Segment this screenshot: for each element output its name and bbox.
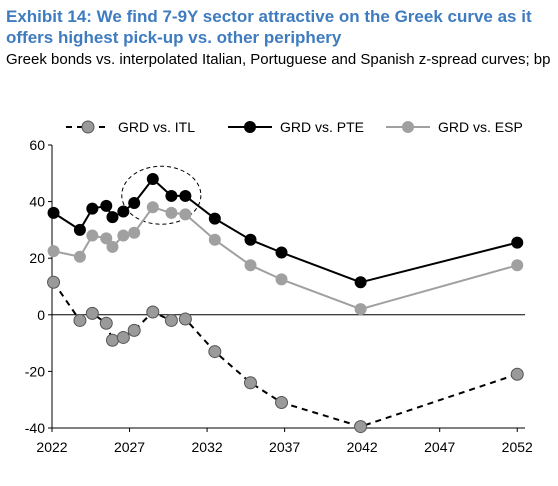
data-point-series-2 — [128, 226, 141, 239]
data-point-series-2 — [47, 245, 60, 258]
data-point-series-0 — [99, 316, 113, 330]
data-point-series-2 — [275, 273, 288, 286]
data-point-series-0 — [244, 376, 258, 390]
x-tick-label: 2037 — [269, 439, 300, 455]
data-point-series-0 — [354, 420, 368, 434]
legend-label-0: GRD vs. ITL — [118, 119, 195, 135]
y-tick-label: -40 — [25, 420, 45, 436]
data-point-series-0 — [73, 313, 87, 327]
data-point-series-0 — [116, 330, 130, 344]
y-tick-label: 40 — [29, 194, 45, 210]
data-point-series-2 — [511, 259, 524, 272]
data-point-series-0 — [178, 312, 192, 326]
legend-label-2: GRD vs. ESP — [438, 119, 523, 135]
data-point-series-2 — [73, 250, 86, 263]
data-point-series-0 — [208, 345, 222, 359]
data-point-series-0 — [105, 333, 119, 347]
legend-marker-0 — [81, 120, 95, 134]
data-point-series-2 — [146, 201, 159, 214]
y-tick-label: 60 — [29, 137, 45, 153]
data-point-series-0 — [47, 275, 61, 289]
data-point-series-1 — [146, 172, 159, 185]
data-point-series-2 — [208, 233, 221, 246]
chart-annotation — [121, 165, 202, 225]
y-tick-label: 0 — [37, 307, 45, 323]
data-point-series-2 — [117, 229, 130, 242]
x-tick-label: 2052 — [502, 439, 533, 455]
chart-axes: 60 40 20 0 -20 -40 2022 2027 2032 2037 2042 2047 205… — [25, 137, 533, 455]
data-point-series-2 — [179, 208, 192, 221]
legend-marker-1 — [244, 121, 256, 133]
data-point-series-1 — [208, 212, 221, 225]
chart-points — [47, 172, 524, 434]
data-point-series-1 — [73, 223, 86, 236]
legend-marker-2 — [402, 121, 414, 133]
data-point-series-1 — [244, 233, 257, 246]
x-tick-label: 2047 — [424, 439, 455, 455]
data-point-series-2 — [165, 206, 178, 219]
series-line-2 — [53, 206, 518, 311]
legend-label-1: GRD vs. PTE — [280, 119, 364, 135]
y-tick-label: -20 — [25, 363, 45, 379]
data-point-series-0 — [127, 323, 141, 337]
y-tick-label: 20 — [29, 250, 45, 266]
data-point-series-1 — [117, 205, 130, 218]
chart-legend: GRD vs. ITL GRD vs. PTE GRD vs. ESP — [66, 119, 523, 135]
data-point-series-1 — [86, 202, 99, 215]
x-tick-label: 2042 — [347, 439, 378, 455]
data-point-series-2 — [354, 303, 367, 316]
data-point-series-2 — [86, 229, 99, 242]
data-point-series-0 — [146, 305, 160, 319]
data-point-series-1 — [275, 246, 288, 259]
data-point-series-2 — [106, 240, 119, 253]
x-tick-label: 2027 — [114, 439, 145, 455]
data-point-series-2 — [244, 259, 257, 272]
chart-title: Exhibit 14: We find 7-9Y sector attracti… — [6, 7, 532, 47]
x-tick-label: 2022 — [36, 439, 67, 455]
data-point-series-0 — [510, 367, 524, 381]
data-point-series-1 — [354, 276, 367, 289]
x-tick-label: 2032 — [192, 439, 223, 455]
data-point-series-1 — [511, 236, 524, 249]
data-point-series-1 — [100, 199, 113, 212]
data-point-series-2 — [100, 232, 113, 245]
data-point-series-1 — [47, 206, 60, 219]
data-point-series-0 — [85, 306, 99, 320]
data-point-series-1 — [128, 197, 141, 210]
data-point-series-1 — [165, 189, 178, 202]
highlight-ellipse — [121, 165, 202, 225]
chart-subtitle: Greek bonds vs. interpolated Italian, Po… — [6, 51, 551, 68]
data-point-series-1 — [179, 189, 192, 202]
data-point-series-0 — [164, 313, 178, 327]
data-point-series-1 — [106, 211, 119, 224]
data-point-series-0 — [275, 396, 289, 410]
